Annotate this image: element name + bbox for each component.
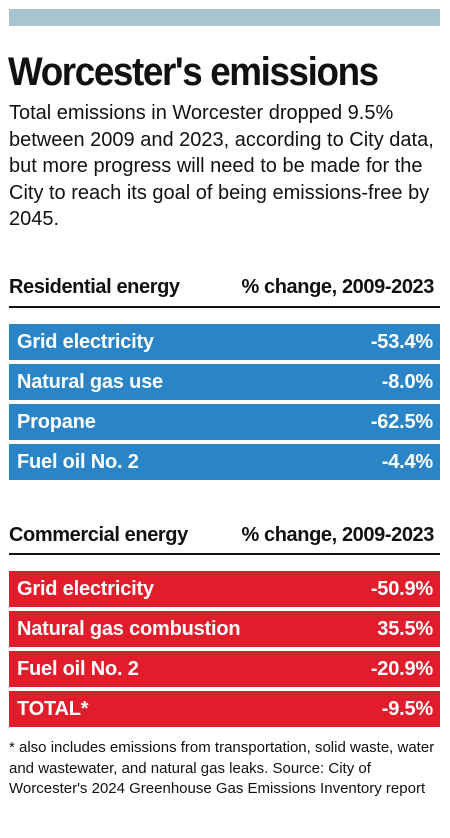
row-value: -9.5% — [381, 698, 433, 720]
intro-text: Total emissions in Worcester dropped 9.5… — [9, 102, 434, 230]
row-value: -62.5% — [370, 411, 433, 433]
row-label: Grid electricity — [17, 331, 154, 353]
row-label: Fuel oil No. 2 — [17, 451, 139, 473]
commercial-column-label: % change, 2009-2023 — [241, 524, 434, 546]
commercial-heading: Commercial energy — [9, 524, 188, 546]
residential-divider — [9, 306, 440, 308]
table-row: Grid electricity -50.9% — [9, 571, 440, 607]
row-label: Natural gas combustion — [17, 618, 241, 640]
row-label: Natural gas use — [17, 371, 163, 393]
row-value: -8.0% — [381, 371, 433, 393]
table-row: Fuel oil No. 2 -4.4% — [9, 444, 440, 480]
table-row: TOTAL* -9.5% — [9, 691, 440, 727]
row-value: -20.9% — [370, 658, 433, 680]
row-label: Grid electricity — [17, 578, 154, 600]
top-accent-bar — [9, 9, 440, 26]
row-value: -4.4% — [381, 451, 433, 473]
row-label: TOTAL* — [17, 698, 89, 720]
residential-column-label: % change, 2009-2023 — [241, 276, 434, 298]
table-row: Grid electricity -53.4% — [9, 324, 440, 360]
table-row: Fuel oil No. 2 -20.9% — [9, 651, 440, 687]
footnote: * also includes emissions from transport… — [9, 739, 435, 797]
table-row: Natural gas use -8.0% — [9, 364, 440, 400]
row-label: Propane — [17, 411, 96, 433]
table-row: Propane -62.5% — [9, 404, 440, 440]
residential-heading: Residential energy — [9, 276, 180, 298]
row-label: Fuel oil No. 2 — [17, 658, 139, 680]
row-value: 35.5% — [377, 618, 433, 640]
commercial-divider — [9, 553, 440, 555]
graphic-title: Worcester's emissions — [8, 50, 379, 94]
row-value: -53.4% — [370, 331, 433, 353]
residential-header: Residential energy % change, 2009-2023 — [9, 272, 440, 302]
table-row: Natural gas combustion 35.5% — [9, 611, 440, 647]
commercial-header: Commercial energy % change, 2009-2023 — [9, 520, 440, 550]
commercial-table: Grid electricity -50.9% Natural gas comb… — [9, 571, 440, 731]
residential-table: Grid electricity -53.4% Natural gas use … — [9, 324, 440, 484]
row-value: -50.9% — [370, 578, 433, 600]
